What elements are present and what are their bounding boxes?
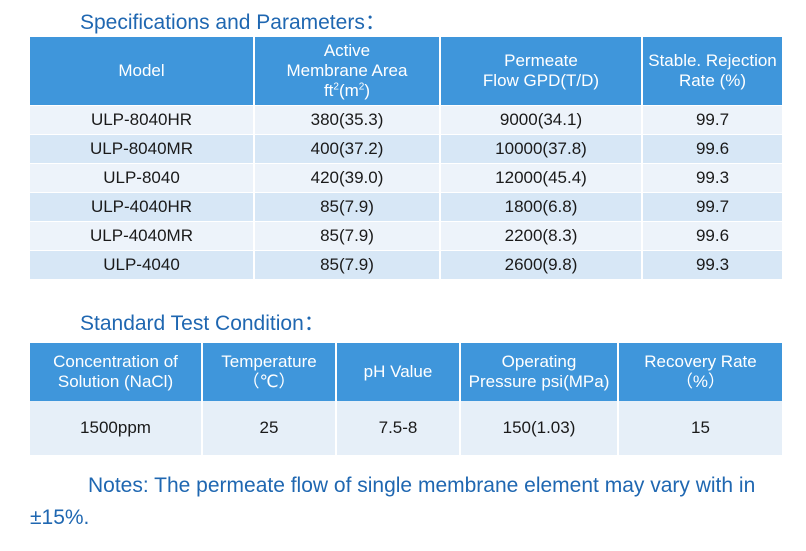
condition-section-title: Standard Test Condition： <box>80 312 325 335</box>
header-permeate-flow: Permeate Flow GPD(T/D) <box>440 37 643 105</box>
cell-flow: 1800(6.8) <box>440 192 643 221</box>
cell-ph: 7.5-8 <box>336 401 461 455</box>
header-membrane-area: Active Membrane Area ft2(m2) <box>254 37 441 105</box>
table-row: ULP-4040MR 85(7.9) 2200(8.3) 99.6 <box>30 221 782 250</box>
cell-model: ULP-4040MR <box>30 221 255 250</box>
cell-area: 400(37.2) <box>254 134 441 163</box>
cell-rejection: 99.3 <box>642 163 782 192</box>
cell-area: 420(39.0) <box>254 163 441 192</box>
cell-model: ULP-4040HR <box>30 192 255 221</box>
header-area-unit: ft2(m2) <box>323 80 371 100</box>
cell-rejection: 99.7 <box>642 105 782 134</box>
header-recovery-rate: Recovery Rate （%） <box>618 343 782 401</box>
cell-concentration: 1500ppm <box>30 401 203 455</box>
cell-temperature: 25 <box>202 401 337 455</box>
cell-flow: 9000(34.1) <box>440 105 643 134</box>
spec-header-row: Model Active Membrane Area ft2(m2) Perme… <box>30 37 782 105</box>
cell-area: 380(35.3) <box>254 105 441 134</box>
cell-model: ULP-8040MR <box>30 134 255 163</box>
cell-flow: 10000(37.8) <box>440 134 643 163</box>
header-temperature: Temperature （℃） <box>202 343 337 401</box>
table-row: ULP-4040HR 85(7.9) 1800(6.8) 99.7 <box>30 192 782 221</box>
cell-flow: 2200(8.3) <box>440 221 643 250</box>
header-ph-value: pH Value <box>336 343 461 401</box>
cell-area: 85(7.9) <box>254 192 441 221</box>
cell-flow: 12000(45.4) <box>440 163 643 192</box>
cell-rejection: 99.7 <box>642 192 782 221</box>
table-row: ULP-8040 420(39.0) 12000(45.4) 99.3 <box>30 163 782 192</box>
cell-flow: 2600(9.8) <box>440 250 643 279</box>
condition-header-row: Concentration of Solution (NaCl) Tempera… <box>30 343 782 401</box>
cell-recovery: 15 <box>618 401 782 455</box>
cell-area: 85(7.9) <box>254 250 441 279</box>
specifications-table: Model Active Membrane Area ft2(m2) Perme… <box>30 37 782 279</box>
table-row: ULP-8040HR 380(35.3) 9000(34.1) 99.7 <box>30 105 782 134</box>
test-condition-table: Concentration of Solution (NaCl) Tempera… <box>30 343 782 455</box>
cell-rejection: 99.3 <box>642 250 782 279</box>
cell-area: 85(7.9) <box>254 221 441 250</box>
cell-rejection: 99.6 <box>642 221 782 250</box>
notes-text: Notes: The permeate flow of single membr… <box>30 474 756 529</box>
header-rejection-rate: Stable. Rejection Rate (%) <box>642 37 782 105</box>
spec-section-title: Specifications and Parameters： <box>80 11 386 34</box>
header-operating-pressure: Operating Pressure psi(MPa) <box>460 343 619 401</box>
cell-pressure: 150(1.03) <box>460 401 619 455</box>
table-row: 1500ppm 25 7.5-8 150(1.03) 15 <box>30 401 782 455</box>
header-concentration: Concentration of Solution (NaCl) <box>30 343 203 401</box>
header-model: Model <box>30 37 255 105</box>
cell-rejection: 99.6 <box>642 134 782 163</box>
cell-model: ULP-4040 <box>30 250 255 279</box>
cell-model: ULP-8040HR <box>30 105 255 134</box>
header-area-line1: Active <box>323 40 371 60</box>
cell-model: ULP-8040 <box>30 163 255 192</box>
table-row: ULP-4040 85(7.9) 2600(9.8) 99.3 <box>30 250 782 279</box>
table-row: ULP-8040MR 400(37.2) 10000(37.8) 99.6 <box>30 134 782 163</box>
header-area-line2: Membrane Area <box>286 60 408 80</box>
